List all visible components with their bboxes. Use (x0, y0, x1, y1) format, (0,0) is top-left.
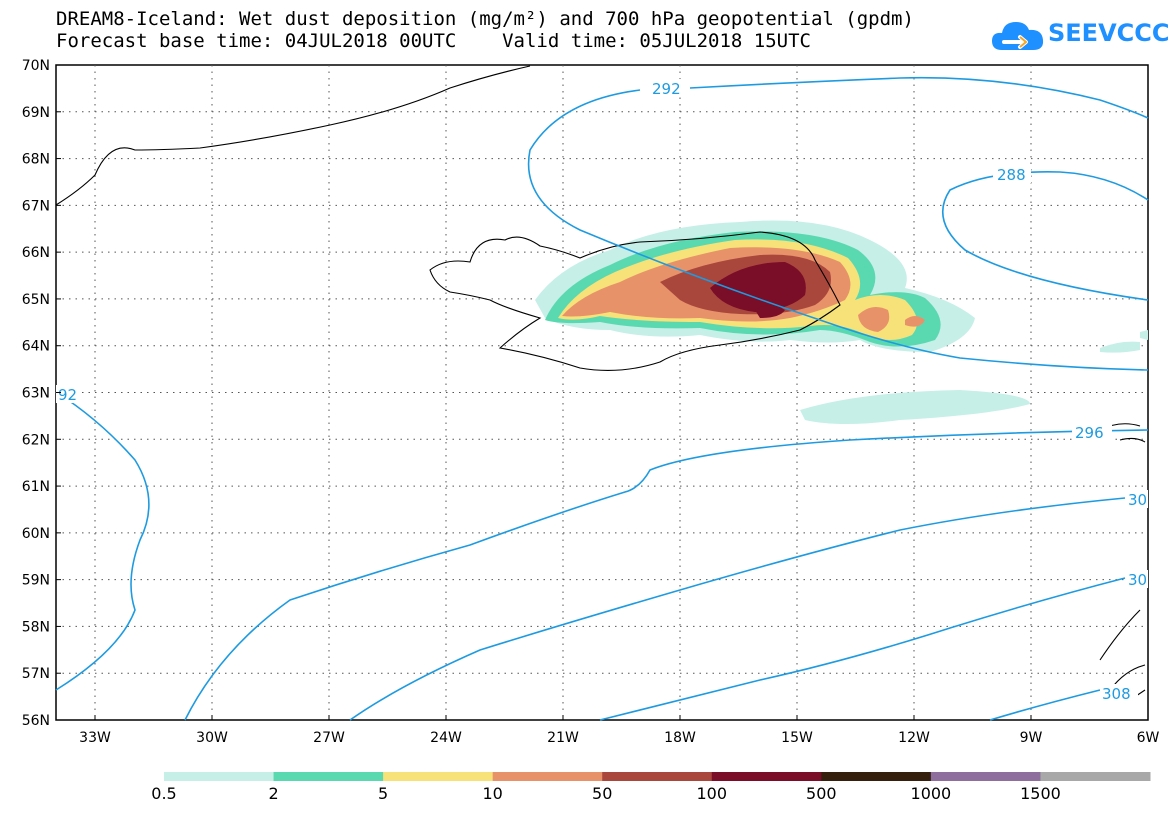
lon-label: 15W (781, 730, 813, 746)
contour-label: 292 (652, 80, 681, 98)
contour-label: 296 (1075, 424, 1104, 442)
colorbar-label: 5 (378, 784, 388, 803)
colorbar-label: 1000 (911, 784, 952, 803)
contour-304 (599, 577, 1126, 721)
lon-label: 12W (898, 730, 930, 746)
colorbar-swatch (602, 772, 713, 781)
colorbar-swatch (383, 772, 494, 781)
lon-label: 9W (1020, 730, 1043, 746)
colorbar-label: 100 (697, 784, 728, 803)
lon-label: 30W (196, 730, 228, 746)
lat-label: 56N (22, 713, 50, 729)
lat-label: 57N (22, 666, 50, 682)
lat-label: 65N (22, 292, 50, 308)
colorbar-label: 2 (268, 784, 278, 803)
colorbar-swatch (930, 772, 1041, 781)
colorbar-swatch (711, 772, 822, 781)
colorbar-label: 10 (482, 784, 502, 803)
logo-text: SEEVCCC (1048, 19, 1170, 47)
lat-label: 68N (22, 152, 50, 168)
contour-308 (989, 689, 1101, 721)
map-title: DREAM8-Iceland: Wet dust deposition (mg/… (56, 8, 914, 30)
contour-label: 30 (1128, 571, 1147, 589)
map-subtitle: Forecast base time: 04JUL2018 00UTC Vali… (56, 30, 811, 52)
colorbar-swatch (821, 772, 932, 781)
contour-label: 30 (1128, 491, 1147, 509)
lon-label: 6W (1137, 730, 1160, 746)
cloud-icon (992, 22, 1044, 50)
lat-label: 69N (22, 105, 50, 121)
lat-label: 61N (22, 479, 50, 495)
geopotential-contours (55, 76, 1149, 721)
latitude-labels: 70N 69N 68N 67N 66N 65N 64N 63N 62N 61N 60N 59N 58N 5… (22, 58, 61, 729)
lat-label: 59N (22, 573, 50, 589)
colorbar-swatch (273, 772, 384, 781)
colorbar-label: 500 (806, 784, 837, 803)
lon-label: 21W (547, 730, 579, 746)
dust-deposition-shading (535, 220, 1148, 424)
lat-label: 62N (22, 432, 50, 448)
lon-label: 24W (430, 730, 462, 746)
contour-292 (527, 89, 1149, 371)
lat-label: 60N (22, 526, 50, 542)
longitude-labels: 33W 30W 27W 24W 21W 18W 15W 12W 9W 6W (79, 715, 1160, 746)
colorbar-label: 1500 (1020, 784, 1061, 803)
lat-label: 64N (22, 339, 50, 355)
lat-label: 58N (22, 619, 50, 635)
lat-label: 70N (22, 58, 50, 74)
contour-labels: 292 288 92 296 30 30 308 (56, 79, 1148, 703)
contour-300 (349, 497, 1126, 721)
contour-288 (941, 171, 1149, 301)
lat-label: 67N (22, 198, 50, 214)
contour-292-north (689, 76, 1149, 119)
contour-296 (184, 429, 1149, 721)
colorbar-swatch (492, 772, 603, 781)
contour-label: 92 (58, 386, 77, 404)
lat-label: 63N (22, 386, 50, 402)
contour-292-west (55, 391, 150, 691)
colorbar-label: 50 (592, 784, 612, 803)
contour-label: 288 (997, 166, 1026, 184)
colorbar-label: 0.5 (151, 784, 176, 803)
graticule (56, 65, 1148, 720)
colorbar: 0.5 2 5 10 50 100 500 1000 1500 (151, 772, 1151, 803)
lon-label: 33W (79, 730, 111, 746)
lon-label: 18W (664, 730, 696, 746)
seevccc-logo: SEEVCCC (990, 16, 1170, 58)
contour-label: 308 (1102, 685, 1131, 703)
lat-label: 66N (22, 245, 50, 261)
lon-label: 27W (313, 730, 345, 746)
colorbar-swatch (1040, 772, 1151, 781)
colorbar-swatch (164, 772, 275, 781)
